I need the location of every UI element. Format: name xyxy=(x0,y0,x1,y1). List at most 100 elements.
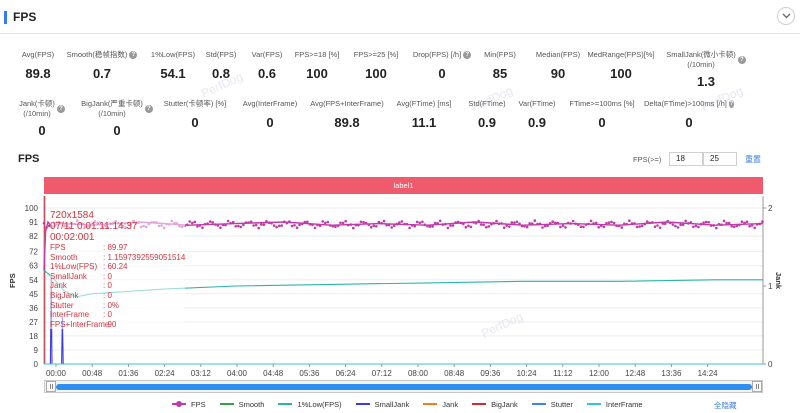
help-icon[interactable]: ? xyxy=(56,105,65,113)
x-tick-label: 09:36 xyxy=(480,369,501,378)
fps-point xyxy=(520,224,524,228)
help-icon[interactable]: ? xyxy=(129,51,138,59)
fps-point xyxy=(720,223,723,226)
metric-value: 100 xyxy=(610,66,632,81)
fps-point xyxy=(318,224,322,227)
metric-label-text: FPS>=25 [%] xyxy=(353,50,399,59)
header-accent-bar xyxy=(4,11,7,24)
time-range-bar[interactable] xyxy=(56,384,752,390)
metric-item: Stutter(卡顿率) [%] 0 xyxy=(150,99,240,130)
metric-label: Avg(FPS) xyxy=(0,50,83,60)
tooltip-key: BigJank xyxy=(50,290,79,300)
fps-point xyxy=(495,219,498,223)
metric-item: FTime>=100ms [%] 0 xyxy=(557,99,647,130)
fps-point xyxy=(462,222,465,226)
metric-label: Stutter(卡顿率) [%] xyxy=(150,99,240,109)
fps-point xyxy=(676,226,680,229)
y-tick-label: 91 xyxy=(29,218,38,227)
legend-item[interactable]: Smooth xyxy=(219,398,264,410)
fps-point xyxy=(671,223,675,226)
help-icon[interactable]: ? xyxy=(144,105,153,113)
time-range-handle-left[interactable] xyxy=(46,381,56,392)
metric-label-text: Median(FPS) xyxy=(535,50,581,59)
legend-item[interactable]: InterFrame xyxy=(586,398,643,410)
metric-label-text: Drop(FPS) [/h] xyxy=(412,50,462,59)
metric-item: FPS>=25 [%] 100 xyxy=(331,50,421,81)
fps-point xyxy=(272,224,276,227)
fps-threshold-input-2[interactable]: 25 xyxy=(703,152,737,166)
fps-point xyxy=(334,225,337,229)
fps-point xyxy=(600,224,603,228)
tooltip-row: Jank: 0 xyxy=(50,281,185,291)
fps-point xyxy=(321,220,325,223)
metric-value: 89.8 xyxy=(334,115,360,130)
fps-point xyxy=(610,220,613,224)
fps-point xyxy=(753,226,756,230)
fps-point xyxy=(717,222,721,226)
metric-label-text: Jank(卡顿) (/10min) xyxy=(19,99,55,118)
legend-item[interactable]: Stutter xyxy=(531,398,573,410)
metric-label: Avg(FPS+InterFrame) xyxy=(302,99,392,109)
help-icon[interactable]: ? xyxy=(463,51,472,59)
metric-item: Var(FPS) 0.6 xyxy=(222,50,312,81)
metric-item: MedRange(FPS)[%] 100 xyxy=(576,50,666,81)
fps-point xyxy=(669,221,672,225)
fps-point xyxy=(221,223,225,227)
reset-button[interactable]: 重置 xyxy=(745,155,761,164)
metric-label-text: Min(FPS) xyxy=(484,50,516,59)
collapse-button[interactable] xyxy=(777,7,795,25)
fps-point xyxy=(625,222,629,226)
metric-value: 0.7 xyxy=(92,66,112,81)
x-tick-label: 11:12 xyxy=(553,369,573,378)
metric-value: 0 xyxy=(38,123,46,138)
time-range-handle-right[interactable] xyxy=(752,381,762,392)
tooltip-key: SmallJank xyxy=(50,271,87,281)
help-icon[interactable]: ? xyxy=(737,56,746,64)
fps-point xyxy=(413,224,417,228)
fps-point xyxy=(369,225,373,229)
tooltip-row: FPS: 89.97 xyxy=(50,243,185,253)
metric-value: 0.6 xyxy=(257,66,277,81)
fps-point xyxy=(362,221,365,224)
fps-point xyxy=(390,226,394,229)
metric-label: Std(FTime) xyxy=(442,99,532,109)
fps-point xyxy=(651,221,654,224)
fps-point xyxy=(513,221,516,224)
x-tick-label: 05:36 xyxy=(299,369,320,378)
legend-swatch xyxy=(531,400,546,408)
fps-point xyxy=(283,220,286,223)
fps-threshold-input-1[interactable]: 18 xyxy=(669,152,703,166)
legend-item[interactable]: BigJank xyxy=(472,398,518,410)
help-icon[interactable]: ? xyxy=(728,100,734,108)
fps-point xyxy=(748,224,751,228)
fps-point xyxy=(571,219,575,223)
x-tick-label: 14:24 xyxy=(698,369,719,378)
legend-item[interactable]: Jank xyxy=(423,398,458,410)
x-tick-label: 01:36 xyxy=(118,369,139,378)
fps-point xyxy=(331,224,335,228)
metric-label-text: 1%Low(FPS) xyxy=(150,50,196,59)
fps-point xyxy=(431,225,434,228)
fps-point xyxy=(485,225,488,229)
fps-point xyxy=(564,226,567,229)
fps-point xyxy=(293,224,296,227)
metric-label: Smooth(稳帧指数)? xyxy=(57,50,147,60)
hide-all-button[interactable]: 全隐藏 xyxy=(714,401,737,410)
metric-label: Drop(FPS) [/h]? xyxy=(397,50,487,60)
fps-point xyxy=(592,222,595,225)
metric-label-text: FPS>=18 [%] xyxy=(294,50,340,59)
fps-point xyxy=(260,223,263,226)
legend-swatch xyxy=(219,400,234,408)
legend-item[interactable]: 1%Low(FPS) xyxy=(278,398,342,410)
tooltip-value: : 0 xyxy=(103,310,112,320)
fps-point xyxy=(528,222,531,225)
fps-point xyxy=(607,221,611,224)
metric-value: 0 xyxy=(113,123,121,138)
fps-point xyxy=(295,226,299,229)
y-tick-label: 100 xyxy=(25,204,39,213)
label-band[interactable]: label1 xyxy=(44,177,763,194)
legend-item[interactable]: SmallJank xyxy=(355,398,409,410)
legend-item[interactable]: FPS xyxy=(172,398,206,410)
metric-value: 0 xyxy=(191,115,199,130)
fps-threshold-label: FPS(>=) xyxy=(633,155,662,164)
